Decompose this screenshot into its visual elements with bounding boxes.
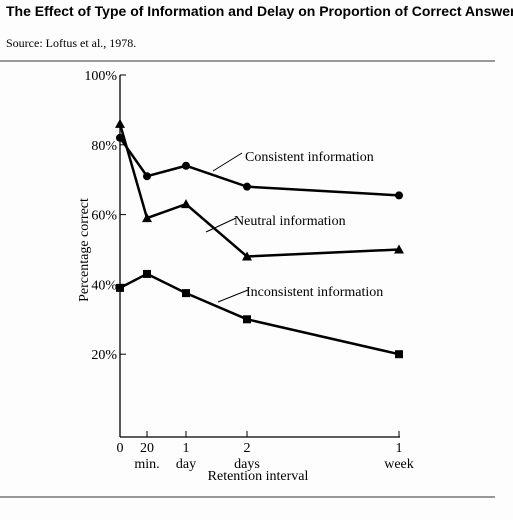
point	[242, 251, 252, 261]
y-tick-label: 40%	[91, 278, 117, 293]
x-tick-label: 20 min.	[134, 441, 159, 472]
point	[395, 191, 403, 200]
chart-subtitle: Source: Loftus et al., 1978.	[6, 36, 136, 50]
point	[142, 213, 152, 223]
point	[116, 283, 124, 292]
y-axis-label: Percentage correct	[77, 198, 92, 302]
point	[394, 244, 404, 254]
point	[181, 199, 191, 209]
label-arrow	[217, 289, 249, 303]
label-arrow	[205, 217, 237, 233]
x-axis-label: Retention interval	[208, 469, 309, 484]
x-tick-label: 1 week	[384, 441, 414, 472]
point	[116, 133, 124, 142]
x-tick-label: 1 day	[176, 441, 196, 472]
point	[182, 289, 190, 298]
point	[395, 350, 403, 359]
chart-title: The Effect of Type of Information and De…	[6, 3, 513, 19]
series-label: Neutral information	[234, 214, 346, 229]
point	[243, 182, 251, 191]
y-tick-label: 100%	[84, 69, 117, 84]
y-tick-label: 20%	[91, 348, 117, 363]
y-tick-label: 60%	[91, 209, 117, 224]
x-tick-label: 0	[117, 441, 124, 456]
label-arrow	[212, 152, 243, 172]
y-tick-label: 80%	[91, 139, 117, 154]
series-label: Consistent information	[245, 150, 374, 165]
point	[182, 161, 190, 170]
series-label: Inconsistent information	[246, 285, 383, 300]
point	[243, 315, 251, 324]
x-tick-label: 2 days	[234, 441, 260, 472]
point	[115, 118, 125, 128]
point	[143, 269, 151, 278]
point	[143, 172, 151, 181]
